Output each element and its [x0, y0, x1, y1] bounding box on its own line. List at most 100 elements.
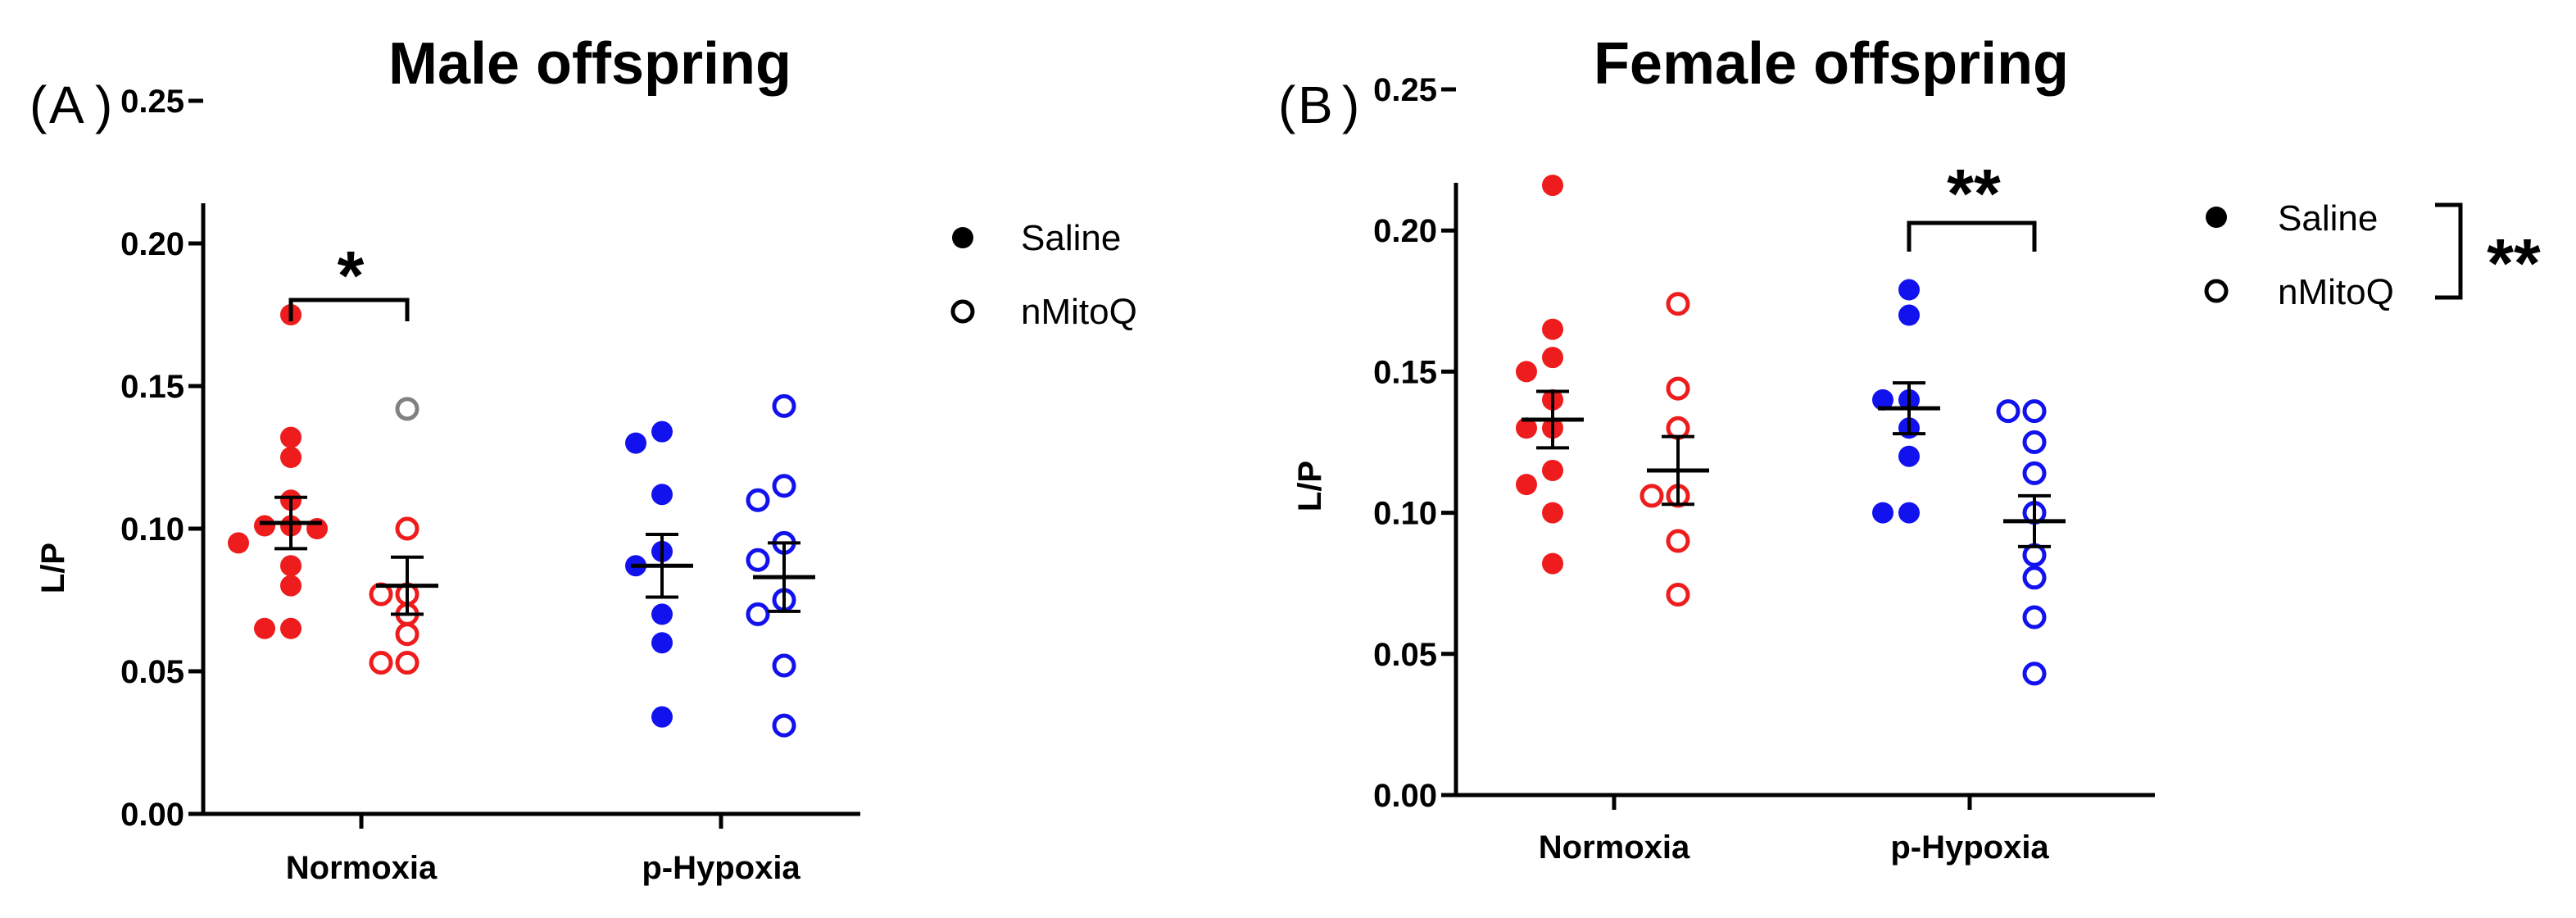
panel-b-legend-significance-label: **	[2487, 225, 2541, 302]
panel-b-legend: Saline nMitoQ **	[2204, 198, 2541, 312]
panel-b: ( B ) Female offspring L/P 0.000.050.100…	[1278, 31, 2541, 866]
panel-b-hypoxia-nmitoq-point	[2022, 566, 2047, 590]
panel-a-x-tick-hypoxia: p-Hypoxia	[642, 850, 800, 886]
panel-b-normoxia-saline-point	[1516, 361, 1537, 383]
panel-a-y-ticks: 0.00 0.05 0.10 0.15 0.20 0.25	[120, 84, 203, 833]
panel-b-significance-bracket	[1907, 220, 2037, 252]
panel-a-normoxia-nmitoq-point	[395, 622, 420, 647]
panel-a: ( A ) Male offspring L/P 0.00 0.05 0.10 0.1…	[29, 31, 1137, 886]
panel-a-x-tick-normoxia: Normoxia	[286, 850, 438, 886]
panel-b-hypoxia-saline-point	[1898, 279, 1920, 301]
panel-b-hypoxia-nmitoq-point	[2022, 430, 2047, 454]
panel-a-hypoxia-saline-point	[625, 432, 646, 454]
panel-b-label-close: )	[1342, 75, 1359, 134]
panel-a-y-tick-label: 0.05	[120, 654, 184, 690]
panel-a-hypoxia-nmitoq-point	[746, 488, 770, 512]
panel-b-normoxia-nmitoq-point	[1666, 582, 1690, 607]
panel-b-hypoxia-saline-point	[1872, 389, 1893, 411]
panel-b-hypoxia-nmitoq-point	[2022, 605, 2047, 629]
panel-b-normoxia-saline-point	[1542, 502, 1563, 524]
panel-b-normoxia-saline-point	[1542, 318, 1563, 340]
panel-b-y-ticks: 0.00 0.05 0.10 0.15 0.20 0.25	[1373, 72, 1456, 814]
panel-a-normoxia-saline-point	[254, 515, 275, 537]
panel-b-hypoxia-nmitoq-point	[2022, 661, 2047, 686]
panel-a-hypoxia-nmitoq-point	[772, 393, 796, 418]
panel-a-normoxia-nmitoq-point	[395, 651, 420, 675]
panel-a-y-axis-label: L/P	[35, 543, 71, 593]
panel-b-x-tick-hypoxia: p-Hypoxia	[1890, 829, 2049, 866]
panel-a-legend-saline-label: Saline	[1021, 218, 1121, 258]
panel-a-normoxia-saline-point	[280, 617, 302, 639]
panel-a-y-tick-label: 0.10	[120, 511, 184, 548]
panel-a-legend: Saline nMitoQ	[950, 218, 1137, 332]
panel-a-y-tick-label: 0.25	[120, 84, 184, 120]
panel-b-hypoxia-saline-point	[1898, 304, 1920, 326]
panel-b-y-tick-label: 0.25	[1373, 72, 1437, 108]
panel-b-legend-saline-label: Saline	[2278, 198, 2378, 239]
panel-a-normoxia-saline-point	[228, 532, 249, 554]
panel-a-hypoxia-saline-point	[651, 484, 673, 506]
panel-b-hypoxia-saline-point	[1872, 502, 1893, 524]
panel-a-hypoxia-nmitoq-point	[772, 653, 796, 678]
panel-b-title: Female offspring	[1594, 31, 2069, 97]
panel-b-normoxia-nmitoq-point	[1666, 529, 1690, 553]
panel-a-title: Male offspring	[388, 31, 791, 97]
panel-b-normoxia-nmitoq-point	[1666, 376, 1690, 401]
panel-b-normoxia-saline-point	[1516, 417, 1537, 439]
panel-a-label: A	[49, 75, 84, 134]
panel-b-y-tick-label: 0.10	[1373, 496, 1437, 532]
panel-b-normoxia-saline-point	[1542, 175, 1563, 197]
panel-a-y-tick-label: 0.00	[120, 797, 184, 833]
panel-a-normoxia-saline-point	[280, 575, 302, 597]
panel-b-normoxia-nmitoq-point	[1666, 292, 1690, 316]
panel-a-hypoxia-saline-point	[651, 706, 673, 728]
panel-b-normoxia-saline-point	[1542, 459, 1563, 481]
panel-a-y-tick-label: 0.20	[120, 226, 184, 262]
panel-a-y-tick-label: 0.15	[120, 369, 184, 405]
panel-b-y-axis-label: L/P	[1292, 461, 1328, 511]
panel-b-label-open: (	[1278, 75, 1295, 134]
panel-a-normoxia-nmitoq-outlier-point	[395, 397, 420, 421]
panel-a-normoxia-saline-point	[280, 447, 302, 468]
panel-a-legend-nmitoq-marker	[950, 299, 975, 324]
panel-b-normoxia-nmitoq-point	[1639, 484, 1664, 508]
panel-b-legend-saline-marker	[2206, 207, 2227, 228]
panel-a-plot	[201, 203, 860, 816]
panel-a-significance-label: *	[338, 237, 365, 314]
panel-b-hypoxia-saline-point	[1898, 502, 1920, 524]
panel-b-hypoxia-nmitoq-point	[2022, 399, 2047, 424]
panel-b-significance-label: **	[1947, 155, 2001, 232]
panel-a-hypoxia-saline-point	[651, 632, 673, 654]
panel-a-normoxia-saline-point	[280, 555, 302, 577]
panel-a-label-close: )	[95, 75, 112, 134]
panel-b-x-tick-normoxia: Normoxia	[1539, 829, 1690, 866]
panel-a-normoxia-saline-point	[254, 617, 275, 639]
panel-b-hypoxia-nmitoq-point	[1996, 399, 2020, 424]
panel-b-hypoxia-nmitoq-point	[2022, 461, 2047, 485]
panel-b-y-tick-label: 0.15	[1373, 354, 1437, 390]
panel-b-legend-nmitoq-label: nMitoQ	[2278, 272, 2394, 312]
panel-a-normoxia-nmitoq-point	[395, 516, 420, 541]
panel-b-normoxia-saline-point	[1542, 552, 1563, 575]
panel-a-hypoxia-nmitoq-point	[746, 602, 770, 626]
panel-b-plot	[1454, 175, 2155, 798]
panel-a-label-open: (	[29, 75, 47, 134]
panel-a-normoxia-saline-point	[280, 426, 302, 448]
panel-b-hypoxia-saline-point	[1898, 445, 1920, 467]
panel-a-hypoxia-nmitoq-point	[772, 474, 796, 498]
panel-a-significance-bracket	[288, 298, 410, 321]
panel-a-hypoxia-saline-point	[651, 420, 673, 443]
panel-a-normoxia-nmitoq-point	[369, 651, 393, 675]
panel-a-legend-nmitoq-label: nMitoQ	[1021, 292, 1137, 332]
panel-b-normoxia-saline-point	[1516, 474, 1537, 496]
panel-b-y-tick-label: 0.05	[1373, 637, 1437, 673]
panel-b-label: B	[1298, 75, 1333, 134]
panel-b-legend-nmitoq-marker	[2204, 279, 2229, 303]
panel-b-y-tick-label: 0.20	[1373, 213, 1437, 249]
panel-b-y-tick-label: 0.00	[1373, 778, 1437, 814]
panel-b-legend-bracket	[2435, 202, 2463, 300]
panel-a-hypoxia-saline-point	[651, 603, 673, 625]
panel-a-hypoxia-nmitoq-point	[772, 713, 796, 738]
panel-a-hypoxia-nmitoq-point	[746, 548, 770, 572]
